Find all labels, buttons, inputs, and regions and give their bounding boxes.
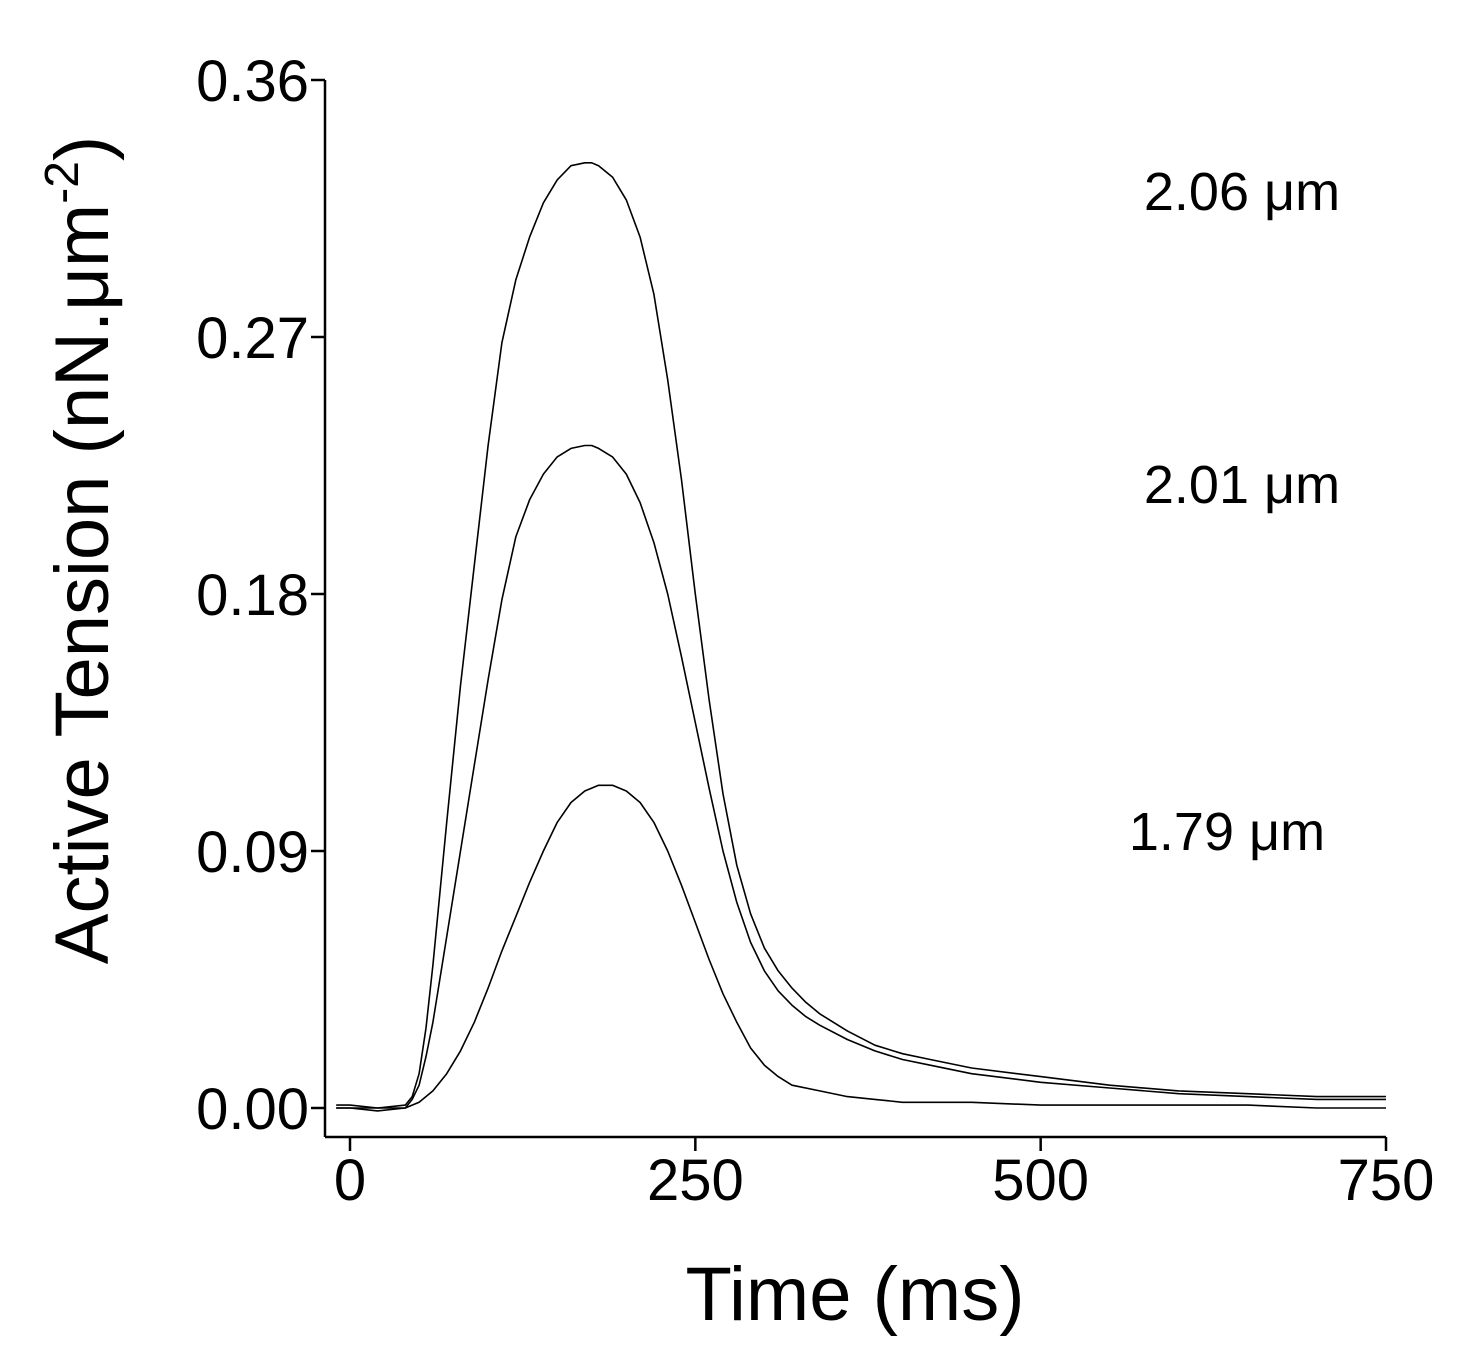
y-axis-title-main: Active Tension (nN.μm [40,204,125,964]
x-tick-label: 250 [647,1148,744,1213]
series-line-1 [336,162,1386,1109]
series-line-2 [336,444,1386,1109]
y-tick-label: 0.18 [196,563,309,628]
series-label-3: 1.79 μm [1129,802,1325,862]
x-ticks: 0 250 500 750 [334,1137,1435,1213]
y-axis-title-close: ) [40,136,125,161]
series-label-2: 2.01 μm [1144,455,1340,515]
series-label-1: 2.06 μm [1144,162,1340,222]
y-axis-title-exponent: -2 [36,161,89,204]
y-axis-title: Active Tension (nN.μm-2) [36,136,125,964]
y-tick-label: 0.36 [196,49,309,114]
x-tick-label: 500 [992,1148,1089,1213]
x-tick-label: 0 [334,1148,366,1213]
series-line-3 [336,784,1386,1112]
y-tick-label: 0.00 [196,1077,309,1142]
series-labels: 2.06 μm 2.01 μm 1.79 μm [1129,162,1340,862]
axes [323,80,1386,1139]
x-tick-label: 750 [1338,1148,1435,1213]
x-axis-title: Time (ms) [685,1252,1024,1337]
y-tick-label: 0.27 [196,306,309,371]
y-ticks: 0.00 0.09 0.18 0.27 0.36 [196,49,325,1142]
series-traces [336,162,1386,1112]
y-tick-label: 0.09 [196,820,309,885]
